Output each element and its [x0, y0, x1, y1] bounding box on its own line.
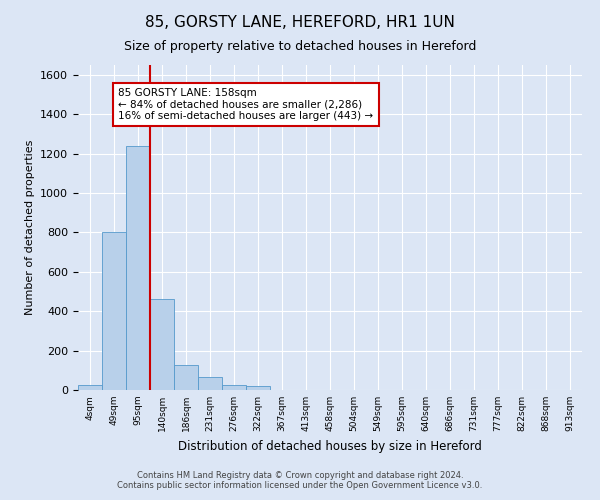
Bar — [222, 385, 246, 390]
X-axis label: Distribution of detached houses by size in Hereford: Distribution of detached houses by size … — [178, 440, 482, 452]
Text: 85 GORSTY LANE: 158sqm
← 84% of detached houses are smaller (2,286)
16% of semi-: 85 GORSTY LANE: 158sqm ← 84% of detached… — [118, 88, 373, 121]
Text: 85, GORSTY LANE, HEREFORD, HR1 1UN: 85, GORSTY LANE, HEREFORD, HR1 1UN — [145, 15, 455, 30]
Bar — [102, 232, 126, 390]
Text: Size of property relative to detached houses in Hereford: Size of property relative to detached ho… — [124, 40, 476, 53]
Bar — [246, 386, 270, 390]
Y-axis label: Number of detached properties: Number of detached properties — [25, 140, 35, 315]
Bar — [126, 146, 150, 390]
Bar — [174, 366, 198, 390]
Text: Contains HM Land Registry data © Crown copyright and database right 2024.
Contai: Contains HM Land Registry data © Crown c… — [118, 470, 482, 490]
Bar — [198, 377, 222, 390]
Bar — [150, 300, 174, 390]
Bar — [78, 385, 102, 390]
